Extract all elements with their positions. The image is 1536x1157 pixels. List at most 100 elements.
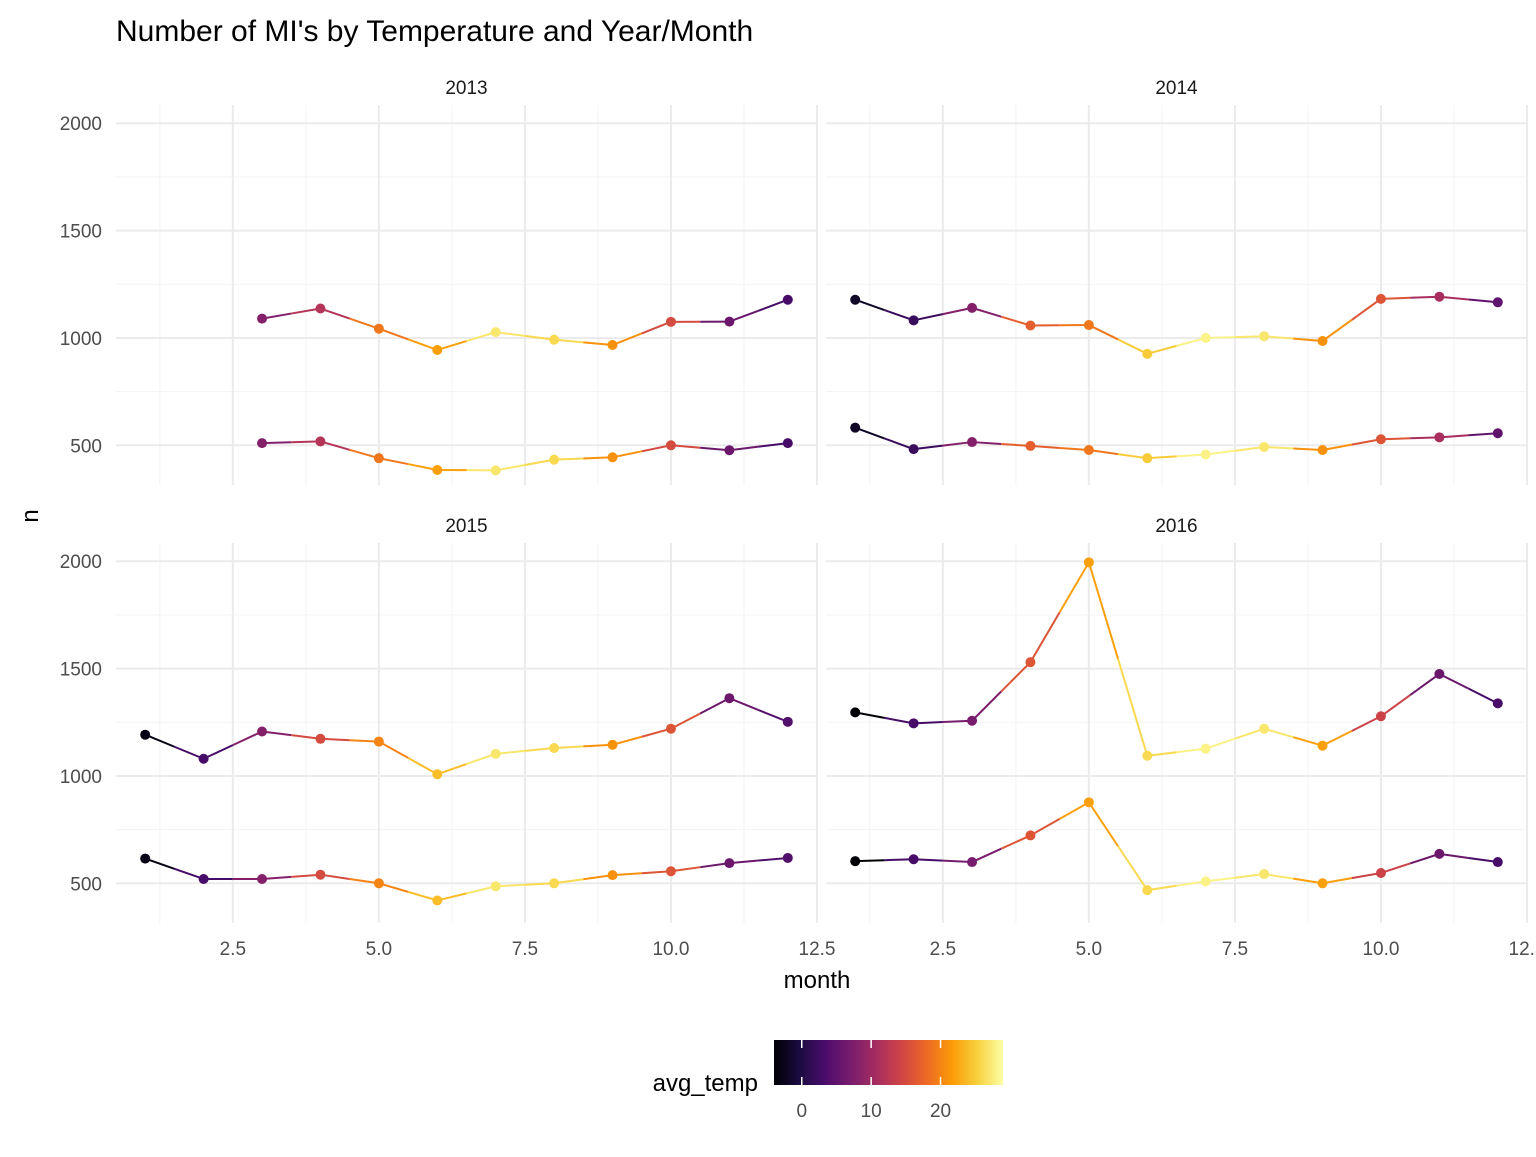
data-point bbox=[1201, 744, 1211, 754]
data-point bbox=[1142, 349, 1152, 359]
data-point bbox=[608, 452, 618, 462]
data-point bbox=[374, 878, 384, 888]
x-tick-label: 5.0 bbox=[366, 939, 392, 960]
data-point bbox=[1259, 442, 1269, 452]
facets: 2013500100015002000201420155001000150020… bbox=[60, 78, 1536, 960]
data-point bbox=[783, 717, 793, 727]
data-point bbox=[1434, 432, 1444, 442]
data-point bbox=[783, 295, 793, 305]
x-tick-label: 5.0 bbox=[1076, 939, 1102, 960]
data-point bbox=[1434, 292, 1444, 302]
data-point bbox=[967, 857, 977, 867]
y-axis-title: n bbox=[17, 509, 44, 522]
data-point bbox=[1025, 441, 1035, 451]
data-point bbox=[1376, 294, 1386, 304]
y-tick-label: 2000 bbox=[60, 114, 102, 135]
line-segment bbox=[1030, 819, 1059, 836]
data-point bbox=[1376, 868, 1386, 878]
y-tick-label: 2000 bbox=[60, 552, 102, 573]
data-point bbox=[1084, 797, 1094, 807]
data-point bbox=[967, 437, 977, 447]
data-point bbox=[199, 754, 209, 764]
line-segment bbox=[1089, 802, 1118, 846]
line-segment bbox=[1060, 802, 1089, 819]
series-line-2015-1 bbox=[140, 853, 793, 906]
data-point bbox=[1259, 869, 1269, 879]
data-point bbox=[909, 315, 919, 325]
data-point bbox=[549, 335, 559, 345]
data-point bbox=[491, 881, 501, 891]
data-point bbox=[724, 317, 734, 327]
data-point bbox=[1259, 331, 1269, 341]
data-point bbox=[850, 856, 860, 866]
data-point bbox=[315, 734, 325, 744]
legend-tick-label: 20 bbox=[930, 1101, 951, 1122]
data-point bbox=[374, 453, 384, 463]
data-point bbox=[257, 314, 267, 324]
data-point bbox=[257, 438, 267, 448]
data-point bbox=[374, 324, 384, 334]
data-point bbox=[724, 858, 734, 868]
facet-strip-label: 2014 bbox=[1155, 78, 1198, 99]
series-line-2015-0 bbox=[140, 693, 793, 779]
data-point bbox=[850, 707, 860, 717]
chart-title: Number of MI's by Temperature and Year/M… bbox=[116, 15, 753, 48]
facet-strip-label: 2013 bbox=[445, 78, 487, 99]
data-point bbox=[1434, 849, 1444, 859]
data-point bbox=[608, 740, 618, 750]
data-point bbox=[257, 874, 267, 884]
data-point bbox=[140, 854, 150, 864]
data-point bbox=[608, 870, 618, 880]
data-point bbox=[1493, 297, 1503, 307]
data-point bbox=[783, 853, 793, 863]
line-segment bbox=[1381, 695, 1410, 716]
data-point bbox=[666, 866, 676, 876]
x-tick-label: 10.0 bbox=[1362, 939, 1399, 960]
data-point bbox=[432, 769, 442, 779]
x-tick-label: 7.5 bbox=[1222, 939, 1248, 960]
x-tick-label: 12.5 bbox=[1509, 939, 1536, 960]
data-point bbox=[967, 303, 977, 313]
line-segment bbox=[1089, 562, 1118, 659]
x-tick-label: 10.0 bbox=[652, 939, 689, 960]
data-point bbox=[608, 340, 618, 350]
data-point bbox=[315, 870, 325, 880]
data-point bbox=[1201, 333, 1211, 343]
data-point bbox=[1084, 320, 1094, 330]
data-point bbox=[909, 444, 919, 454]
legend-title: avg_temp bbox=[653, 1070, 758, 1097]
data-point bbox=[909, 718, 919, 728]
legend-tick-label: 10 bbox=[861, 1101, 882, 1122]
data-point bbox=[1493, 428, 1503, 438]
series-line-2016-0 bbox=[850, 557, 1503, 760]
facet-strip-label: 2015 bbox=[445, 516, 487, 537]
data-point bbox=[491, 465, 501, 475]
data-point bbox=[909, 854, 919, 864]
y-tick-label: 500 bbox=[70, 874, 102, 895]
data-point bbox=[549, 455, 559, 465]
data-point bbox=[315, 436, 325, 446]
data-point bbox=[967, 716, 977, 726]
line-segment bbox=[1118, 659, 1147, 756]
data-point bbox=[1025, 657, 1035, 667]
data-point bbox=[1201, 876, 1211, 886]
line-segment bbox=[1030, 612, 1059, 662]
series-line-2014-0 bbox=[850, 292, 1503, 359]
line-segment bbox=[1410, 674, 1439, 695]
series-line-2014-1 bbox=[850, 423, 1503, 463]
x-tick-label: 12.5 bbox=[799, 939, 836, 960]
data-point bbox=[783, 438, 793, 448]
data-point bbox=[1376, 711, 1386, 721]
data-point bbox=[549, 743, 559, 753]
data-point bbox=[666, 440, 676, 450]
line-segment bbox=[972, 691, 1001, 720]
data-point bbox=[1201, 450, 1211, 460]
line-segment bbox=[379, 742, 408, 758]
data-point bbox=[1084, 557, 1094, 567]
